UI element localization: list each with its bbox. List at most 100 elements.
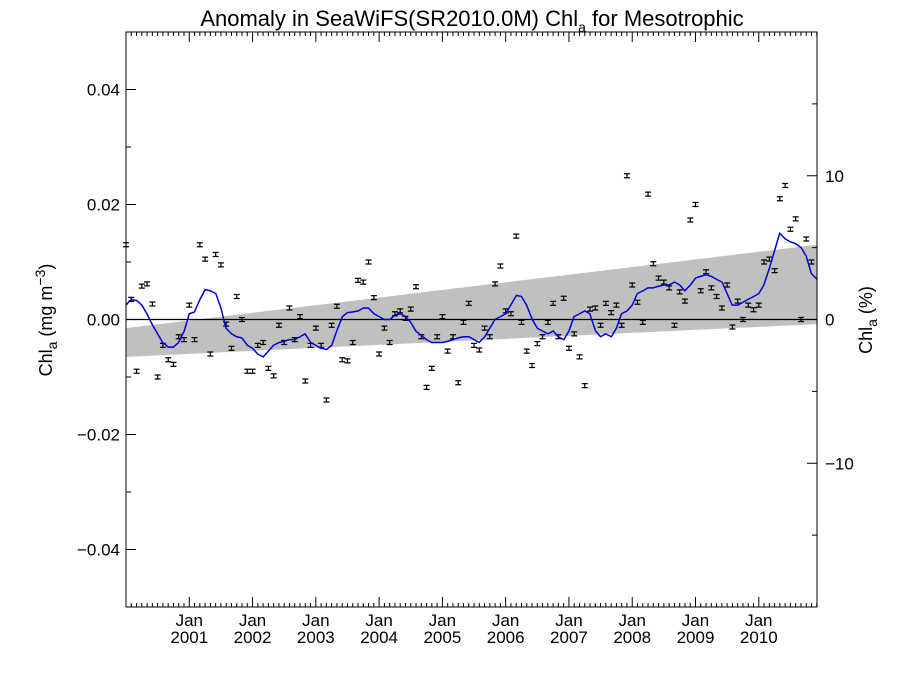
anomaly-point [492,281,499,287]
anomaly-point [518,319,525,325]
anomaly-point [513,233,520,239]
anomaly-point [323,397,330,403]
anomaly-point [286,305,293,311]
anomaly-point [676,289,683,295]
anomaly-point [481,325,488,331]
anomaly-point [565,345,572,351]
anomaly-point [787,226,794,232]
anomaly-point [592,305,599,311]
anomaly-point [397,308,404,314]
anomaly-point [571,331,578,337]
y-right-tick-label: 10 [825,167,844,186]
anomaly-point [413,284,420,290]
x-tick-label-month: Jan [619,611,646,630]
anomaly-point [666,285,673,291]
anomaly-point [471,342,478,348]
x-tick-label-year: 2010 [740,628,778,647]
x-tick-label-month: Jan [745,611,772,630]
x-tick-label-year: 2004 [360,628,398,647]
anomaly-point [275,322,282,328]
anomaly-point [560,295,567,301]
anomaly-point [808,259,815,265]
anomaly-point [455,380,462,386]
y-left-tick-label: −0.04 [77,541,120,560]
anomaly-point [138,283,145,289]
y-right-tick-label: −10 [825,454,854,473]
anomaly-point [244,368,251,374]
anomaly-point [444,348,451,354]
anomaly-point [270,373,277,379]
anomaly-point [708,285,715,291]
anomaly-point [634,299,641,305]
y-left-tick-label: 0.00 [87,311,120,330]
y-axis-right: −10 0 10 [807,103,854,536]
x-tick-label-month: Jan [555,611,582,630]
anomaly-point [692,201,699,208]
anomaly-point [507,311,514,317]
anomaly-point [238,316,245,323]
anomaly-point [370,295,377,301]
anomaly-point [639,319,646,325]
anomaly-point [597,322,604,328]
x-tick-label-year: 2006 [487,628,525,647]
anomaly-point [539,334,546,340]
x-tick-label-month: Jan [429,611,456,630]
anomaly-point [439,314,446,320]
anomaly-point [724,282,731,288]
y-left-tick-label: −0.02 [77,426,120,445]
anomaly-point [365,259,372,265]
anomaly-point [302,378,309,384]
anomaly-point [655,275,662,281]
anomaly-point [629,282,636,288]
y-left-tick-label: 0.02 [87,196,120,215]
x-axis: Jan2001Jan2002Jan2003Jan2004Jan2005Jan20… [130,32,818,647]
anomaly-point [761,259,768,265]
anomaly-point [212,251,219,258]
anomaly-point [671,322,678,328]
anomaly-point [407,306,414,312]
x-tick-label-year: 2002 [234,628,272,647]
x-tick-label-year: 2009 [677,628,715,647]
anomaly-point [265,365,272,371]
anomaly-point [202,256,209,262]
y-axis-left: −0.04 −0.02 0.00 0.02 0.04 [77,31,136,608]
anomaly-point [776,196,783,202]
monthly-anomaly-points [123,173,815,403]
anomaly-point [349,339,356,346]
plot-area [123,31,818,608]
anomaly-point [687,217,694,223]
anomaly-point [660,279,667,285]
anomaly-point [755,302,762,308]
y-axis-left-label: Chla (mg m−3) [32,264,60,377]
anomaly-point [312,325,319,331]
anomaly-point [360,279,367,285]
anomaly-point [803,236,810,242]
anomaly-point [745,302,752,308]
running-mean-line [125,231,818,358]
anomaly-point [186,302,193,308]
anomaly-point [217,262,224,268]
x-tick-label-year: 2005 [423,628,461,647]
anomaly-point [191,337,198,343]
anomaly-point [550,300,557,306]
x-tick-label-month: Jan [365,611,392,630]
x-tick-label-year: 2003 [297,628,335,647]
anomaly-point [297,314,304,320]
anomaly-point [608,310,615,316]
anomaly-point [750,307,757,313]
anomaly-point [782,182,789,189]
anomaly-point [697,288,704,294]
x-tick-label-month: Jan [492,611,519,630]
anomaly-point [713,293,720,300]
anomaly-point [623,173,630,179]
anomaly-point [703,269,710,275]
anomaly-point [233,293,240,300]
anomaly-point [381,325,388,331]
anomaly-point [718,305,725,311]
anomaly-point [729,324,736,330]
anomaly-point [587,306,594,312]
x-tick-label-year: 2007 [550,628,588,647]
anomaly-point [260,339,267,346]
anomaly-point [544,319,551,325]
anomaly-point [249,368,256,374]
